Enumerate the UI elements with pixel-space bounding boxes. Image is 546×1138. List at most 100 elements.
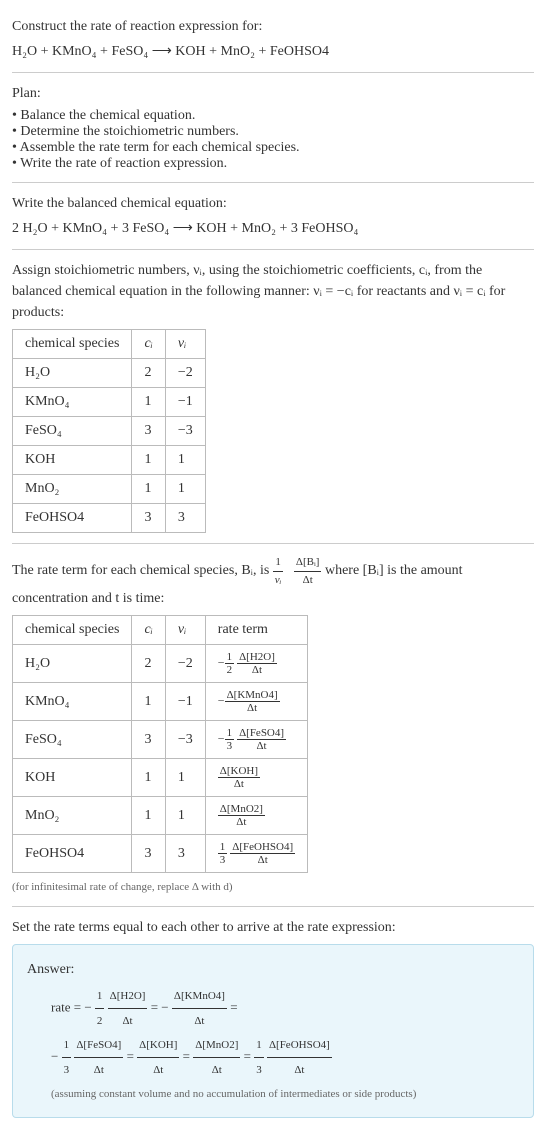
table-cell: 3 [132,504,165,533]
rate-term: Δ[MnO2]Δt [193,1049,240,1064]
col-ci: cᵢ [132,616,165,645]
col-vi: νᵢ [165,616,205,645]
rate-eq-prefix: rate = − [51,999,92,1014]
col-ci: cᵢ [132,330,165,359]
one-over-nu: 1 νᵢ [273,554,284,588]
unbalanced-equation: H₂O + KMnO₄ + FeSO₄ ⟶ KOH + MnO₂ + FeOHS… [12,41,534,62]
answer-label: Answer: [27,959,519,980]
plan-item: Assemble the rate term for each chemical… [12,140,534,156]
rate-term: 12 Δ[H2O]Δt [95,999,148,1014]
construct-line: Construct the rate of reaction expressio… [12,16,534,37]
table-cell: 3 [165,504,205,533]
rate-intro-a: The rate term for each chemical species,… [12,563,273,578]
table-row: KMnO₄1−1−Δ[KMnO4]Δt [13,683,308,721]
col-species: chemical species [13,330,132,359]
table-cell: 3 [132,835,165,873]
assign-text: Assign stoichiometric numbers, νᵢ, using… [12,260,534,323]
table-cell: 1 [165,759,205,797]
table-cell: 2 [132,645,165,683]
rate-term-cell: −12 Δ[H2O]Δt [205,645,307,683]
table-cell: −1 [165,683,205,721]
table-row: KMnO₄1−1 [13,388,206,417]
divider [12,906,534,907]
answer-box: Answer: rate = − 12 Δ[H2O]Δt = − Δ[KMnO4… [12,944,534,1118]
plan-list: Balance the chemical equation. Determine… [12,108,534,172]
rate-term-cell: −Δ[KMnO4]Δt [205,683,307,721]
delta-b-over-t: Δ[Bᵢ] Δt [294,554,322,588]
table-row: FeSO₄3−3 [13,417,206,446]
table-cell: 1 [132,475,165,504]
table-cell: 2 [132,359,165,388]
stoich-table-2: chemical species cᵢ νᵢ rate term H₂O2−2−… [12,615,308,873]
table-row: MnO₂11 [13,475,206,504]
rate-term: Δ[KMnO4]Δt [172,999,227,1014]
table-cell: 3 [165,835,205,873]
table-cell: KOH [13,446,132,475]
col-rate: rate term [205,616,307,645]
plan-item: Balance the chemical equation. [12,108,534,124]
divider [12,249,534,250]
plan-item: Determine the stoichiometric numbers. [12,124,534,140]
rate-term: Δ[KOH]Δt [137,1049,179,1064]
table-cell: FeOHSO4 [13,504,132,533]
table-header-row: chemical species cᵢ νᵢ rate term [13,616,308,645]
table-cell: KOH [13,759,132,797]
table-cell: −3 [165,417,205,446]
rate-term-cell: Δ[KOH]Δt [205,759,307,797]
table-header-row: chemical species cᵢ νᵢ [13,330,206,359]
table-row: KOH11 [13,446,206,475]
table-cell: H₂O [13,645,132,683]
table-cell: −1 [165,388,205,417]
assign-section: Assign stoichiometric numbers, νᵢ, using… [12,260,534,533]
table-cell: KMnO₄ [13,683,132,721]
table-cell: 1 [132,759,165,797]
table-cell: −2 [165,645,205,683]
table-cell: 3 [132,417,165,446]
table-cell: 1 [132,388,165,417]
table-cell: 1 [132,446,165,475]
balanced-section: Write the balanced chemical equation: 2 … [12,193,534,239]
col-species: chemical species [13,616,132,645]
table-cell: MnO₂ [13,797,132,835]
table-cell: KMnO₄ [13,388,132,417]
rate-term-cell: −13 Δ[FeSO4]Δt [205,721,307,759]
divider [12,72,534,73]
table2-footnote: (for infinitesimal rate of change, repla… [12,879,534,896]
table-cell: 3 [132,721,165,759]
plan-title: Plan: [12,83,534,104]
col-vi: νᵢ [165,330,205,359]
table-cell: FeOHSO4 [13,835,132,873]
table-row: FeOHSO433 [13,504,206,533]
header: Construct the rate of reaction expressio… [12,16,534,62]
divider [12,543,534,544]
table-cell: 1 [165,797,205,835]
table-cell: 1 [165,446,205,475]
balanced-equation: 2 H₂O + KMnO₄ + 3 FeSO₄ ⟶ KOH + MnO₂ + 3… [12,218,534,239]
table-row: FeSO₄3−3−13 Δ[FeSO4]Δt [13,721,308,759]
table-row: H₂O2−2 [13,359,206,388]
table-cell: −3 [165,721,205,759]
table-row: MnO₂11Δ[MnO2]Δt [13,797,308,835]
stoich-table-1: chemical species cᵢ νᵢ H₂O2−2KMnO₄1−1FeS… [12,329,206,533]
answer-expression: rate = − 12 Δ[H2O]Δt = − Δ[KMnO4]Δt = − … [51,984,519,1083]
table-row: KOH11Δ[KOH]Δt [13,759,308,797]
plan-section: Plan: Balance the chemical equation. Det… [12,83,534,172]
table-cell: 1 [132,797,165,835]
rate-term-cell: 13 Δ[FeOHSO4]Δt [205,835,307,873]
table-cell: 1 [165,475,205,504]
table-cell: −2 [165,359,205,388]
rate-intro-text: The rate term for each chemical species,… [12,554,534,609]
table-row: H₂O2−2−12 Δ[H2O]Δt [13,645,308,683]
table-cell: H₂O [13,359,132,388]
balanced-intro: Write the balanced chemical equation: [12,193,534,214]
set-equal-text: Set the rate terms equal to each other t… [12,917,534,938]
table-row: FeOHSO43313 Δ[FeOHSO4]Δt [13,835,308,873]
divider [12,182,534,183]
rate-term-cell: Δ[MnO2]Δt [205,797,307,835]
table-cell: MnO₂ [13,475,132,504]
rate-term: 13 Δ[FeOHSO4]Δt [254,1049,332,1064]
rate-intro-section: The rate term for each chemical species,… [12,554,534,896]
plan-item: Write the rate of reaction expression. [12,156,534,172]
answer-assumption: (assuming constant volume and no accumul… [51,1086,519,1103]
table-cell: FeSO₄ [13,721,132,759]
